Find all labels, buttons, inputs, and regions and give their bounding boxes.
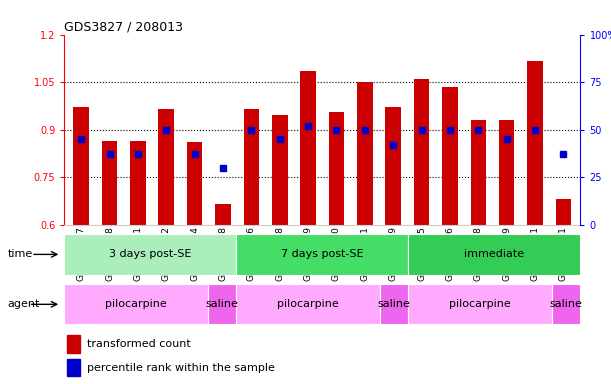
Bar <box>215 204 231 225</box>
Bar <box>408 234 580 275</box>
Bar <box>158 109 174 225</box>
Text: pilocarpine: pilocarpine <box>449 299 511 310</box>
Bar <box>408 284 552 324</box>
Text: transformed count: transformed count <box>87 339 191 349</box>
Bar <box>130 141 145 225</box>
Bar <box>499 120 514 225</box>
Bar <box>102 141 117 225</box>
Bar <box>208 284 236 324</box>
Bar <box>552 284 580 324</box>
Bar <box>73 108 89 225</box>
Text: 3 days post-SE: 3 days post-SE <box>109 249 191 260</box>
Bar <box>236 284 379 324</box>
Bar <box>527 61 543 225</box>
Bar <box>67 335 79 353</box>
Bar <box>236 234 408 275</box>
Text: agent: agent <box>7 299 40 310</box>
Bar <box>442 87 458 225</box>
Bar <box>386 108 401 225</box>
Bar <box>301 71 316 225</box>
Bar <box>414 79 430 225</box>
Text: GDS3827 / 208013: GDS3827 / 208013 <box>64 20 183 33</box>
Text: 7 days post-SE: 7 days post-SE <box>281 249 364 260</box>
Bar <box>379 284 408 324</box>
Text: saline: saline <box>550 299 582 310</box>
Bar <box>64 234 236 275</box>
Text: pilocarpine: pilocarpine <box>105 299 167 310</box>
Text: saline: saline <box>378 299 411 310</box>
Bar <box>67 359 79 376</box>
Text: pilocarpine: pilocarpine <box>277 299 339 310</box>
Text: time: time <box>7 249 32 260</box>
Text: percentile rank within the sample: percentile rank within the sample <box>87 362 276 373</box>
Bar <box>329 112 344 225</box>
Bar <box>470 120 486 225</box>
Bar <box>555 199 571 225</box>
Bar <box>272 115 288 225</box>
Bar <box>357 82 373 225</box>
Bar <box>244 109 259 225</box>
Bar <box>187 142 202 225</box>
Bar <box>64 284 208 324</box>
Text: immediate: immediate <box>464 249 524 260</box>
Text: saline: saline <box>205 299 238 310</box>
